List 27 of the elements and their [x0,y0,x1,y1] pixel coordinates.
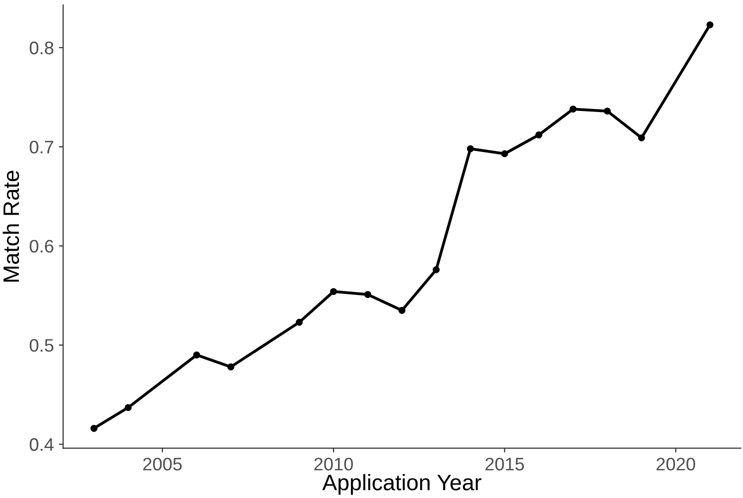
point [90,424,98,432]
y-tick-label: 0.7 [30,140,54,154]
x-tick-label: 2005 [143,458,182,470]
point [432,266,440,274]
point [466,145,474,152]
y-tick-label: 0.8 [30,42,54,54]
point [535,131,542,138]
x-axis-title: Application Year [322,474,482,495]
point [296,318,303,326]
point [124,404,132,412]
point [570,106,577,113]
y-tick-label: 0.4 [30,438,54,451]
point [501,150,508,158]
x-tick-label: 2010 [314,458,353,470]
x-tick-label: 2020 [656,458,696,470]
point [706,21,714,28]
point [604,108,611,115]
y-axis-title: Match Rate [2,170,20,282]
point [227,363,234,370]
y-tick-label: 0.5 [30,339,54,352]
point [638,134,645,142]
x-tick-label: 2015 [485,458,524,470]
point [193,352,200,358]
point [398,306,406,314]
y-tick-label: 0.6 [30,240,54,253]
point [330,288,337,296]
point [364,291,372,298]
